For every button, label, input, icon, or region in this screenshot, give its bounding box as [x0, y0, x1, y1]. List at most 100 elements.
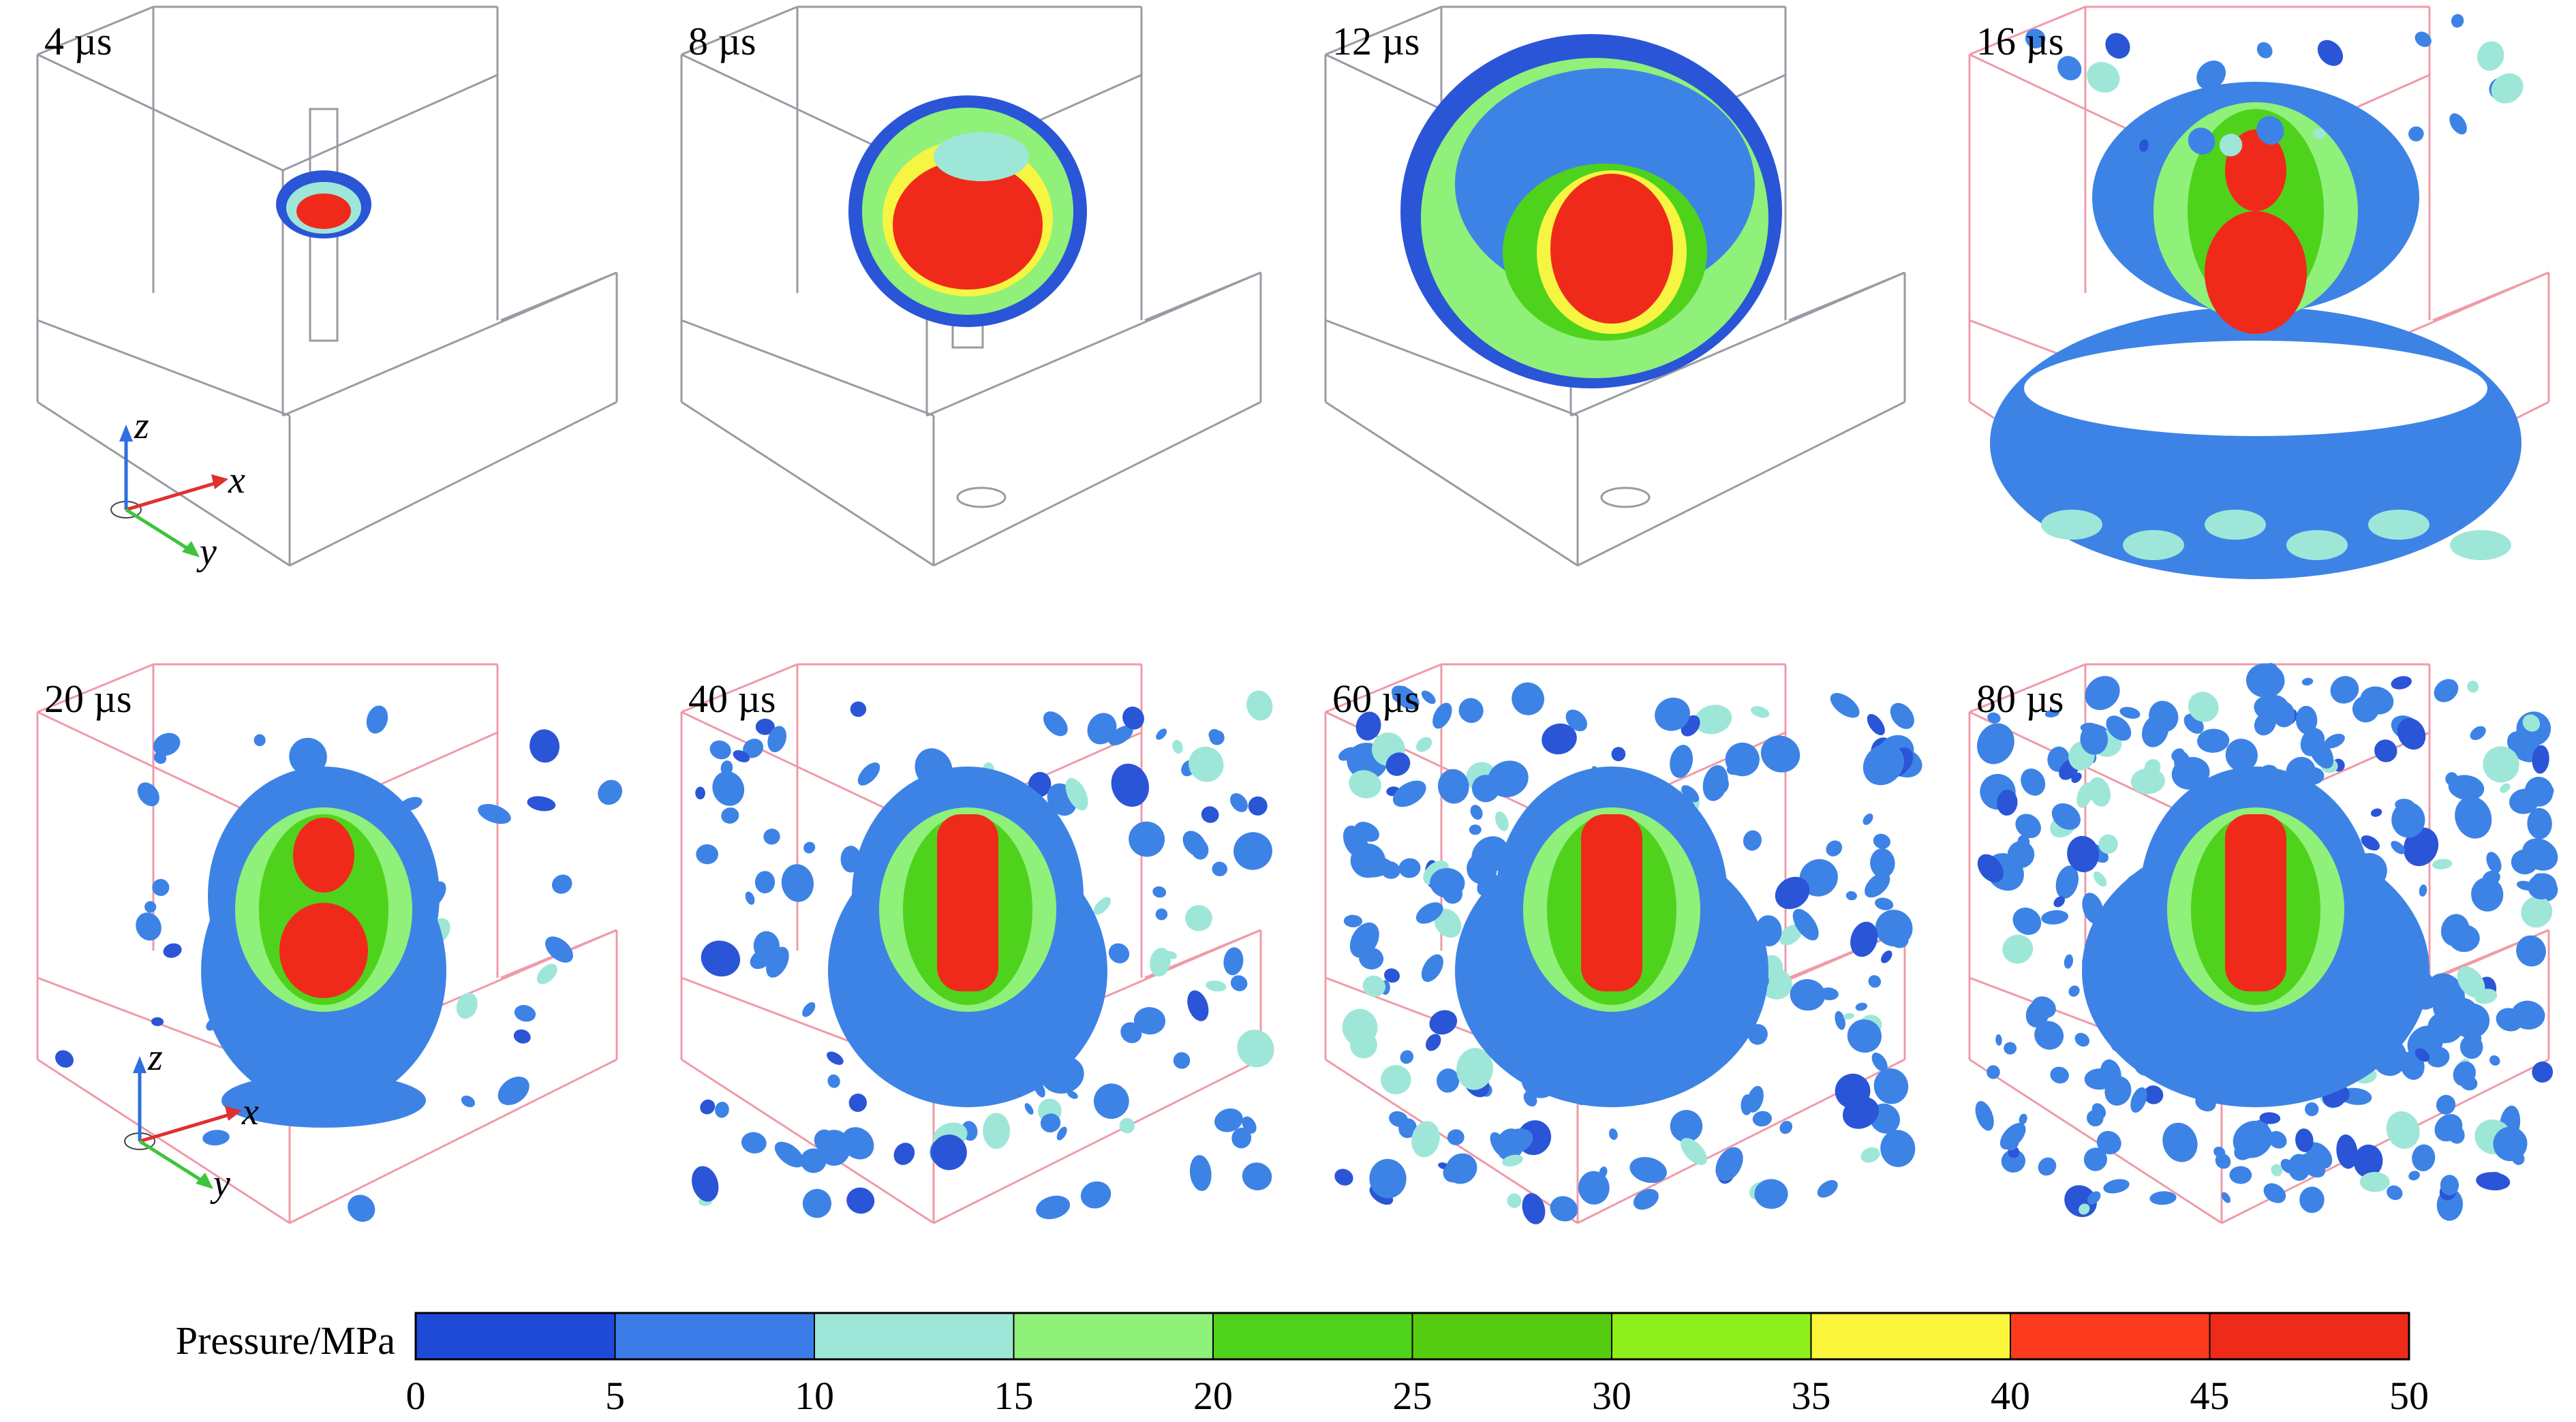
- pressure-fragment: [803, 841, 816, 854]
- wireframe-edge: [1325, 663, 1442, 713]
- pressure-fragment: [1609, 1128, 1618, 1141]
- pressure-fragment: [2448, 775, 2485, 801]
- pressure-fragment: [1122, 707, 1144, 730]
- pressure-fragment: [2524, 776, 2554, 807]
- pressure-fragment: [2459, 1035, 2483, 1060]
- pressure-fragment: [2263, 1183, 2286, 1203]
- pressure-fragment: [2197, 728, 2230, 753]
- pressure-fragment: [1975, 1100, 1994, 1131]
- pressure-fragment: [1156, 728, 1167, 740]
- pressure-fragment: [2025, 29, 2046, 48]
- pressure-fragment: [1415, 902, 1443, 924]
- pressure-fragment: [2001, 1149, 2026, 1173]
- pressure-fragment: [1862, 813, 1873, 825]
- pressure-fragment: [1129, 821, 1165, 857]
- pressure-fragment: [1890, 932, 1909, 948]
- pressure-fragment: [2225, 739, 2258, 772]
- pressure-fragment: [513, 1029, 531, 1044]
- borehole-outlet: [956, 486, 1007, 508]
- pressure-fragment: [1752, 1111, 1773, 1127]
- colorbar-tick-label: 10: [795, 1374, 834, 1418]
- pressure-fragment: [551, 874, 572, 894]
- pressure-fragment: [1189, 1155, 1212, 1191]
- z-axis-arrowhead: [119, 424, 133, 442]
- pressure-fragment: [2103, 1179, 2130, 1194]
- pressure-fragment: [2491, 73, 2524, 104]
- pressure-fragment: [1850, 921, 1878, 957]
- pressure-fragment: [153, 752, 167, 764]
- pressure-fragment: [692, 1166, 719, 1202]
- pressure-fragment: [2474, 989, 2498, 1004]
- pressure-fragment: [527, 796, 556, 812]
- pressure-fragment: [1467, 853, 1497, 884]
- pressure-fragment: [1343, 914, 1363, 927]
- pressure-fragment: [2353, 1144, 2383, 1178]
- pressure-fragment: [1434, 908, 1462, 938]
- pressure-region: [2205, 211, 2307, 334]
- pressure-fragment: [1246, 690, 1273, 721]
- pressure-fragment: [1868, 975, 1882, 988]
- colorbar-swatch: [1412, 1313, 1612, 1359]
- pressure-fragment: [1442, 884, 1463, 904]
- pressure-fragment: [478, 803, 511, 824]
- pressure-fragment: [2130, 768, 2165, 794]
- pressure-fragment: [2205, 99, 2221, 114]
- panel-label: 60 µs: [1332, 677, 1420, 721]
- pressure-fragment: [2457, 966, 2485, 998]
- pressure-fragment: [1173, 1052, 1191, 1069]
- pressure-fragment: [1873, 833, 1890, 849]
- pressure-fragment: [1843, 1096, 1880, 1129]
- panel-60us: 60 µs: [1324, 663, 1922, 1224]
- z-axis-label: z: [147, 1036, 163, 1079]
- pressure-fragment: [137, 782, 159, 807]
- pressure-fragment: [2336, 1134, 2358, 1169]
- pressure-fragment: [2188, 127, 2215, 155]
- x-axis-label: x: [228, 459, 245, 501]
- colorbar-swatch: [1213, 1313, 1413, 1359]
- pressure-fragment: [2455, 796, 2492, 839]
- pressure-fragment: [848, 1094, 867, 1112]
- pressure-fragment: [2361, 835, 2380, 851]
- pressure-fragment: [2477, 41, 2504, 71]
- pressure-fragment: [2139, 139, 2149, 152]
- pressure-fragment: [931, 1134, 967, 1171]
- pressure-fragment: [2397, 717, 2426, 750]
- pressure-fragment: [1206, 980, 1227, 992]
- pressure-fragment: [514, 1005, 536, 1022]
- pressure-fragment: [2004, 1042, 2017, 1055]
- pressure-fragment: [2301, 677, 2314, 686]
- pressure-fragment: [2171, 748, 2185, 761]
- wireframe-edge: [37, 5, 154, 56]
- pressure-fragment: [1212, 861, 1228, 877]
- pressure-fragment: [1369, 1158, 1407, 1199]
- pressure-fragment: [1843, 1013, 1854, 1020]
- pressure-fragment: [1381, 1065, 1411, 1095]
- pressure-fragment: [709, 740, 731, 760]
- pressure-fragment: [2434, 679, 2459, 702]
- pressure-fragment: [2087, 1191, 2101, 1205]
- pressure-fragment: [1119, 1117, 1135, 1134]
- pressure-fragment: [1522, 1193, 1546, 1224]
- pressure-fragment: [348, 1194, 375, 1222]
- pressure-fragment: [2085, 676, 2120, 711]
- pressure-region: [2024, 341, 2487, 436]
- pressure-fragment: [2391, 802, 2425, 838]
- pressure-fragment: [151, 1017, 164, 1026]
- x-axis-arrow: [139, 1112, 232, 1143]
- pressure-fragment: [802, 1188, 832, 1218]
- pressure-fragment: [1862, 743, 1905, 786]
- panel-label: 4 µs: [44, 19, 112, 63]
- y-axis-arrowhead: [182, 541, 200, 557]
- pressure-fragment: [1790, 979, 1826, 1011]
- pressure-fragment: [1065, 777, 1088, 811]
- wireframe-edge: [1577, 401, 1905, 567]
- pressure-fragment: [1629, 1157, 1667, 1184]
- pressure-fragment: [1611, 747, 1626, 762]
- pressure-fragment: [2374, 739, 2397, 762]
- pressure-fragment: [2031, 996, 2056, 1019]
- pressure-fragment: [2053, 896, 2065, 908]
- pressure-fragment: [1458, 698, 1484, 724]
- colorbar-swatch: [2010, 1313, 2211, 1359]
- pressure-fragment: [2470, 726, 2486, 741]
- pressure-fragment: [144, 901, 157, 913]
